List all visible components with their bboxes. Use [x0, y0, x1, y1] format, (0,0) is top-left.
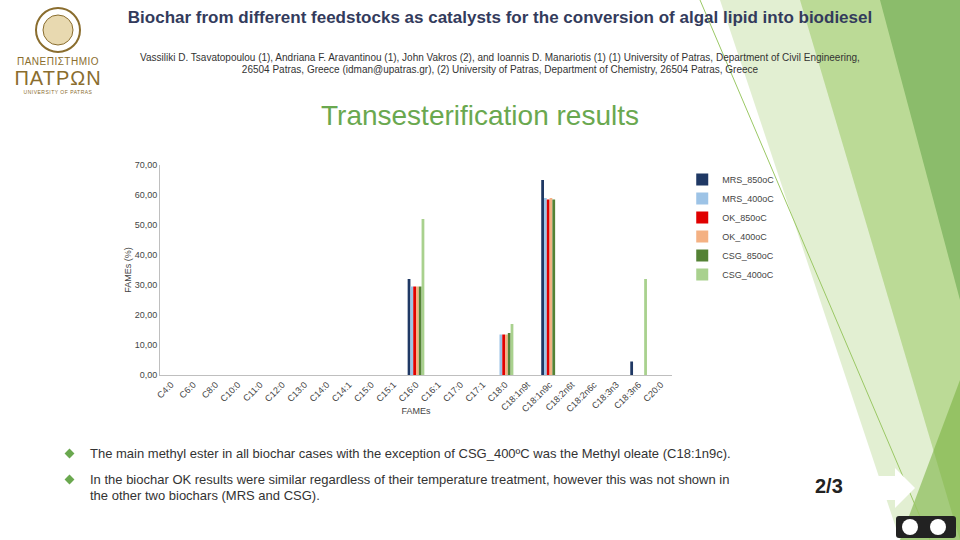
- svg-text:C8:0: C8:0: [200, 380, 221, 401]
- svg-text:C15:1: C15:1: [374, 380, 398, 404]
- svg-text:C10:0: C10:0: [218, 380, 242, 404]
- svg-text:C17:1: C17:1: [463, 380, 487, 404]
- svg-text:60,00: 60,00: [135, 190, 158, 200]
- svg-text:50,00: 50,00: [135, 220, 158, 230]
- svg-text:FAMEs (%): FAMEs (%): [123, 247, 133, 293]
- svg-text:C17:0: C17:0: [441, 380, 465, 404]
- svg-text:OK_850oC: OK_850oC: [722, 213, 767, 223]
- svg-text:OK_400oC: OK_400oC: [722, 232, 767, 242]
- svg-text:C18:3n6: C18:3n6: [612, 380, 643, 411]
- svg-text:C12:0: C12:0: [263, 380, 287, 404]
- svg-text:C16:1: C16:1: [419, 380, 443, 404]
- svg-text:C16:0: C16:0: [397, 380, 421, 404]
- svg-text:CSG_400oC: CSG_400oC: [722, 270, 774, 280]
- svg-text:10,00: 10,00: [135, 340, 158, 350]
- html-text:ΠΑΝΕΠΙΣΤΗΜΙΟ: ΠΑΝΕΠΙΣΤΗΜΙΟ: [16, 56, 100, 67]
- svg-text:C18:1n9c: C18:1n9c: [520, 379, 555, 414]
- html-text:Vassiliki D. Tsavatopoulou (1): Vassiliki D. Tsavatopoulou (1), Andriana…: [140, 52, 860, 75]
- html-text:2/3: 2/3: [815, 475, 843, 497]
- svg-text:C13:0: C13:0: [285, 380, 309, 404]
- html-text:Transesterification results: Transesterification results: [321, 100, 639, 131]
- svg-text:CSG_850oC: CSG_850oC: [722, 251, 774, 261]
- html-text:In the biochar OK results were: In the biochar OK results were similar r…: [90, 472, 730, 503]
- svg-text:C18:2n6c: C18:2n6c: [564, 379, 599, 414]
- svg-text:FAMEs: FAMEs: [401, 406, 431, 416]
- svg-text:70,00: 70,00: [135, 160, 158, 170]
- svg-text:30,00: 30,00: [135, 280, 158, 290]
- svg-text:40,00: 40,00: [135, 250, 158, 260]
- svg-text:C4:0: C4:0: [155, 380, 176, 401]
- html-text:Biochar from different feedsto: Biochar from different feedstocks as cat…: [127, 8, 873, 27]
- svg-text:C6:0: C6:0: [177, 380, 198, 401]
- svg-text:C20:0: C20:0: [641, 380, 665, 404]
- svg-text:20,00: 20,00: [135, 310, 158, 320]
- svg-text:C14:1: C14:1: [330, 380, 354, 404]
- svg-text:MRS_400oC: MRS_400oC: [722, 194, 774, 204]
- svg-text:C15:0: C15:0: [352, 380, 376, 404]
- svg-text:C14:0: C14:0: [307, 380, 331, 404]
- html-text:The main methyl ester in all b: The main methyl ester in all biochar cas…: [90, 446, 731, 461]
- svg-text:C11:0: C11:0: [241, 380, 265, 404]
- svg-text:C18:2n6t: C18:2n6t: [544, 379, 577, 412]
- svg-text:C18:1n9t: C18:1n9t: [499, 379, 532, 412]
- svg-text:0,00: 0,00: [140, 370, 158, 380]
- svg-text:C18:3n3: C18:3n3: [590, 380, 621, 411]
- svg-text:MRS_850oC: MRS_850oC: [722, 175, 774, 185]
- svg-text:C18:0: C18:0: [486, 380, 510, 404]
- html-text:ΠΑΤΡΩΝ: ΠΑΤΡΩΝ: [14, 67, 102, 89]
- html-text:UNIVERSITY OF PATRAS: UNIVERSITY OF PATRAS: [23, 89, 93, 95]
